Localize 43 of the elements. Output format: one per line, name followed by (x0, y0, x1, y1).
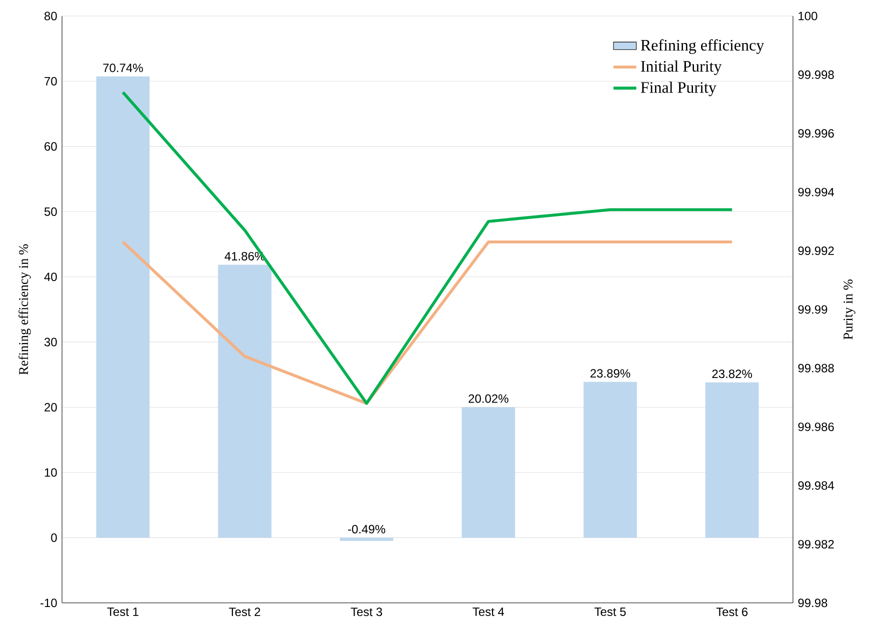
y2-axis-title: Purity in % (844, 280, 856, 340)
x-tick-label: Test 4 (472, 608, 504, 616)
y-tick-label: 10 (44, 468, 57, 477)
y2-tick-label: 99.998 (798, 70, 834, 79)
legend-label: Final Purity (640, 82, 716, 96)
x-tick-label: Test 2 (229, 608, 260, 616)
x-tick-label: Test 5 (594, 608, 626, 616)
y2-tick-label: 99.986 (798, 422, 834, 432)
y-tick-label: 40 (44, 272, 57, 282)
y2-tick-label: 99.982 (798, 540, 834, 549)
y2-tick-label: 99.98 (798, 598, 828, 608)
y-tick-label: 50 (44, 207, 57, 216)
y2-tick-label: 100 (798, 12, 818, 20)
y-tick-label: 0 (51, 533, 57, 542)
bar (584, 382, 637, 538)
y2-tick-label: 99.988 (798, 364, 834, 372)
data-label: 23.89% (590, 369, 630, 378)
bar (462, 407, 516, 538)
legend-label: Initial Purity (640, 60, 722, 76)
legend-label: Refining efficiency (640, 39, 764, 54)
x-tick-label: Test 1 (107, 608, 138, 616)
y-tick-label: -10 (40, 598, 57, 608)
y-axis-title: Refining efficiency in % (18, 244, 31, 375)
y-tick-label: 20 (44, 403, 57, 412)
x-tick-label: Test 3 (350, 608, 382, 616)
data-label: 23.82% (712, 370, 752, 378)
y2-tick-label: 99.984 (798, 481, 834, 490)
data-label: -0.49% (348, 524, 386, 534)
y-tick-label: 80 (44, 12, 57, 20)
y-tick-label: 30 (44, 338, 57, 346)
y-tick-label: 70 (44, 77, 57, 86)
y2-tick-label: 99.996 (798, 129, 834, 138)
bar (340, 538, 394, 541)
bar (218, 264, 272, 538)
y2-tick-label: 99.992 (798, 246, 834, 256)
bar (705, 382, 759, 538)
y-tick-label: 60 (44, 142, 57, 151)
data-label: 70.74% (103, 64, 143, 72)
y2-tick-label: 99.99 (798, 305, 828, 314)
y2-tick-label: 99.994 (798, 188, 834, 196)
data-label: 20.02% (468, 394, 508, 403)
x-tick-label: Test 6 (716, 608, 748, 616)
bar (96, 76, 150, 538)
